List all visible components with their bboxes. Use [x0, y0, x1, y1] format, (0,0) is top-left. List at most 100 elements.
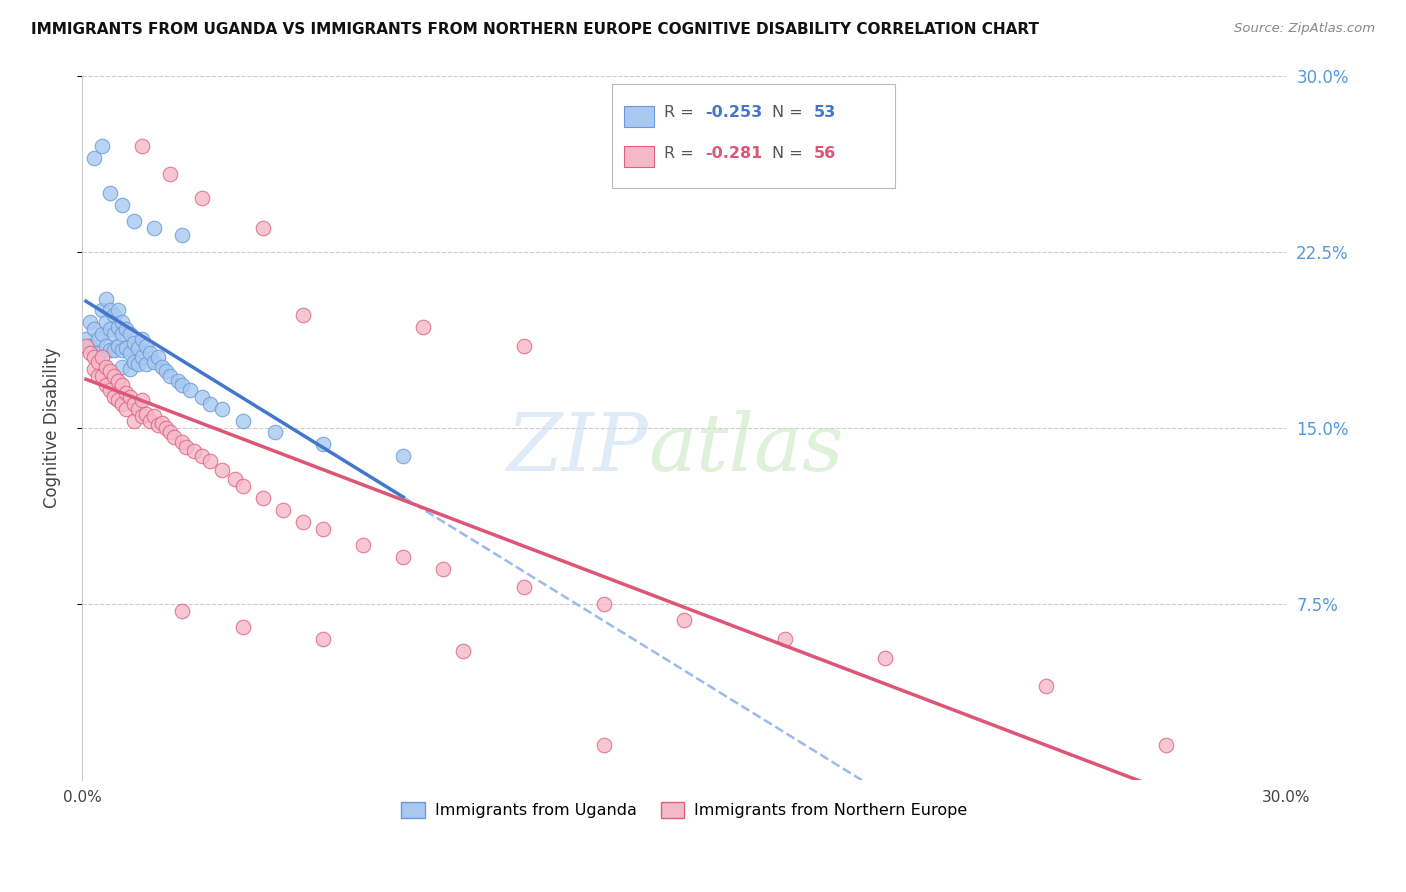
Point: [176, 440, 198, 454]
Point: [111, 343, 134, 358]
Point: [512, 338, 534, 352]
Point: [148, 351, 170, 365]
Point: [87, 369, 110, 384]
Point: [107, 392, 129, 407]
Point: [120, 345, 142, 359]
Point: [94, 378, 117, 392]
Point: [122, 414, 145, 428]
Point: [131, 392, 153, 407]
Point: [263, 425, 285, 440]
Text: -0.281: -0.281: [704, 145, 762, 161]
Point: [87, 355, 110, 369]
Point: [103, 343, 125, 358]
Point: [352, 538, 374, 552]
Point: [1154, 738, 1177, 752]
Point: [115, 341, 138, 355]
Point: [127, 357, 149, 371]
Point: [163, 430, 186, 444]
Text: N =: N =: [772, 145, 808, 161]
Point: [392, 449, 415, 463]
Point: [167, 374, 190, 388]
FancyBboxPatch shape: [624, 146, 654, 167]
Point: [1035, 679, 1057, 693]
Point: [91, 369, 114, 384]
Point: [252, 221, 274, 235]
Point: [115, 385, 138, 400]
Point: [79, 315, 101, 329]
Point: [98, 343, 121, 358]
Point: [172, 604, 194, 618]
Point: [83, 351, 105, 365]
Text: N =: N =: [772, 105, 808, 120]
Point: [593, 597, 616, 611]
Point: [127, 341, 149, 355]
Point: [103, 390, 125, 404]
FancyBboxPatch shape: [612, 84, 896, 188]
Point: [139, 345, 162, 359]
Point: [291, 308, 314, 322]
Point: [107, 338, 129, 352]
Text: IMMIGRANTS FROM UGANDA VS IMMIGRANTS FROM NORTHERN EUROPE COGNITIVE DISABILITY C: IMMIGRANTS FROM UGANDA VS IMMIGRANTS FRO…: [31, 22, 1039, 37]
Point: [120, 390, 142, 404]
Point: [191, 449, 214, 463]
Point: [79, 338, 101, 352]
Point: [673, 613, 696, 627]
Point: [120, 326, 142, 341]
Point: [87, 331, 110, 345]
Point: [172, 434, 194, 449]
Point: [172, 228, 194, 243]
Point: [107, 319, 129, 334]
Point: [155, 421, 177, 435]
Point: [150, 359, 173, 374]
Point: [75, 338, 97, 352]
Point: [87, 345, 110, 359]
Point: [191, 390, 214, 404]
Point: [111, 359, 134, 374]
Point: [453, 644, 475, 658]
Point: [159, 167, 181, 181]
Text: -0.253: -0.253: [704, 105, 762, 120]
Point: [312, 632, 335, 646]
Point: [135, 357, 157, 371]
Point: [98, 364, 121, 378]
Point: [83, 322, 105, 336]
Point: [183, 444, 205, 458]
Point: [122, 214, 145, 228]
Point: [111, 378, 134, 392]
Point: [122, 397, 145, 411]
Point: [312, 437, 335, 451]
Point: [75, 331, 97, 345]
Point: [143, 409, 166, 423]
Point: [392, 549, 415, 564]
Point: [593, 738, 616, 752]
Point: [179, 383, 201, 397]
Point: [94, 359, 117, 374]
Point: [211, 463, 233, 477]
Point: [103, 369, 125, 384]
Point: [107, 374, 129, 388]
Point: [291, 515, 314, 529]
Point: [127, 401, 149, 416]
Point: [148, 418, 170, 433]
FancyBboxPatch shape: [624, 106, 654, 127]
Point: [155, 364, 177, 378]
Point: [94, 315, 117, 329]
Point: [83, 362, 105, 376]
Point: [232, 414, 254, 428]
Point: [512, 581, 534, 595]
Point: [312, 522, 335, 536]
Text: atlas: atlas: [648, 410, 844, 488]
Point: [131, 409, 153, 423]
Point: [191, 191, 214, 205]
Point: [252, 491, 274, 505]
Point: [143, 355, 166, 369]
Point: [135, 338, 157, 352]
Point: [94, 338, 117, 352]
Point: [122, 336, 145, 351]
Point: [103, 326, 125, 341]
Point: [131, 351, 153, 365]
Text: ZIP: ZIP: [506, 410, 648, 488]
Point: [91, 139, 114, 153]
Point: [159, 369, 181, 384]
Text: R =: R =: [664, 145, 699, 161]
